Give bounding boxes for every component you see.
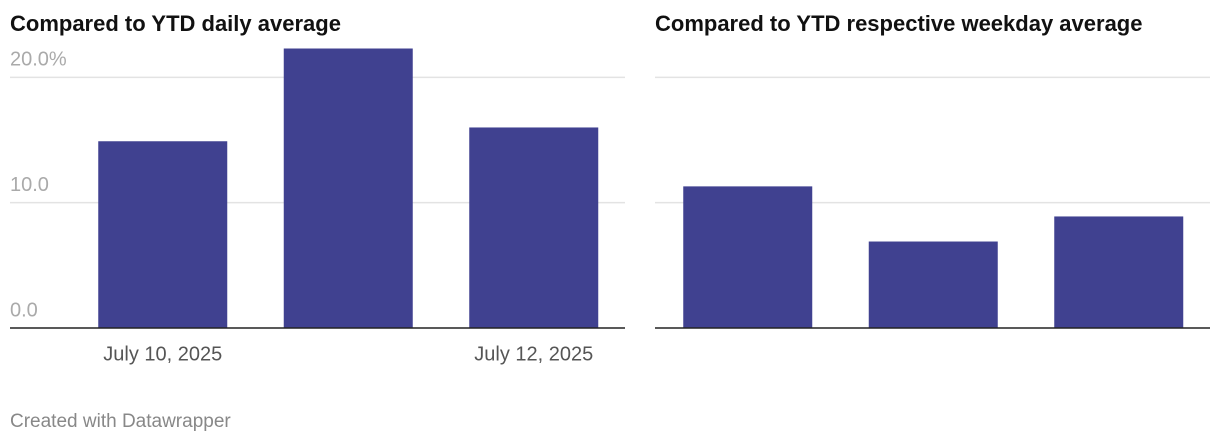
x-tick-label: July 12, 2025 — [474, 343, 593, 365]
chart-title: Compared to YTD daily average — [10, 11, 341, 36]
y-tick-label: 20.0% — [10, 49, 67, 71]
footer: Created with Datawrapper — [10, 411, 231, 432]
bar — [683, 186, 813, 328]
chart-title: Compared to YTD respective weekday avera… — [655, 11, 1142, 36]
y-tick-label: 10.0 — [10, 174, 49, 196]
x-tick-label: July 10, 2025 — [103, 343, 222, 365]
y-tick-label: 0.0 — [10, 299, 38, 321]
bar — [283, 48, 413, 329]
bar — [98, 141, 228, 328]
bar — [868, 241, 998, 328]
bar — [1054, 216, 1184, 328]
bar — [469, 127, 599, 328]
